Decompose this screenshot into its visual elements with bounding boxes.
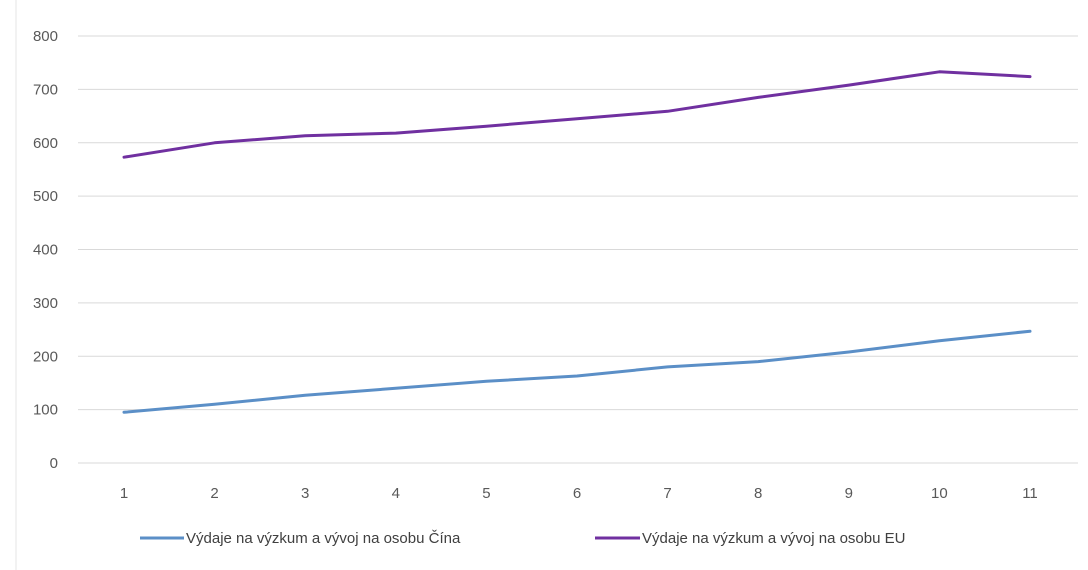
y-tick-label: 600	[33, 135, 58, 152]
series-line-eu	[122, 70, 1032, 159]
y-tick-label: 800	[33, 28, 58, 45]
x-tick-label: 10	[931, 485, 948, 502]
x-tick-label: 3	[301, 485, 309, 502]
series	[122, 70, 1032, 414]
y-tick-label: 100	[33, 402, 58, 419]
y-tick-label: 700	[33, 81, 58, 98]
y-axis-ticks: 0 100 200 300 400 500 600 700 800	[33, 28, 58, 472]
legend-label-eu: Výdaje na výzkum a vývoj na osobu EU	[642, 530, 905, 547]
legend-label-china: Výdaje na výzkum a vývoj na osobu Čína	[186, 530, 461, 547]
x-tick-label: 5	[482, 485, 490, 502]
x-tick-label: 9	[845, 485, 853, 502]
x-axis-ticks: 1 2 3 4 5 6 7 8 9 10 11	[120, 485, 1038, 502]
y-tick-label: 0	[50, 455, 58, 472]
y-tick-label: 400	[33, 242, 58, 259]
x-tick-label: 6	[573, 485, 581, 502]
legend: Výdaje na výzkum a vývoj na osobu Čína V…	[140, 530, 905, 547]
gridlines	[78, 35, 1078, 464]
x-tick-label: 1	[120, 485, 128, 502]
x-tick-label: 7	[663, 485, 671, 502]
x-tick-label: 4	[392, 485, 400, 502]
series-line-china	[122, 329, 1032, 414]
y-tick-label: 300	[33, 295, 58, 312]
x-tick-label: 11	[1022, 485, 1038, 502]
x-tick-label: 8	[754, 485, 762, 502]
y-tick-label: 500	[33, 188, 58, 205]
x-tick-label: 2	[210, 485, 218, 502]
y-tick-label: 200	[33, 348, 58, 365]
